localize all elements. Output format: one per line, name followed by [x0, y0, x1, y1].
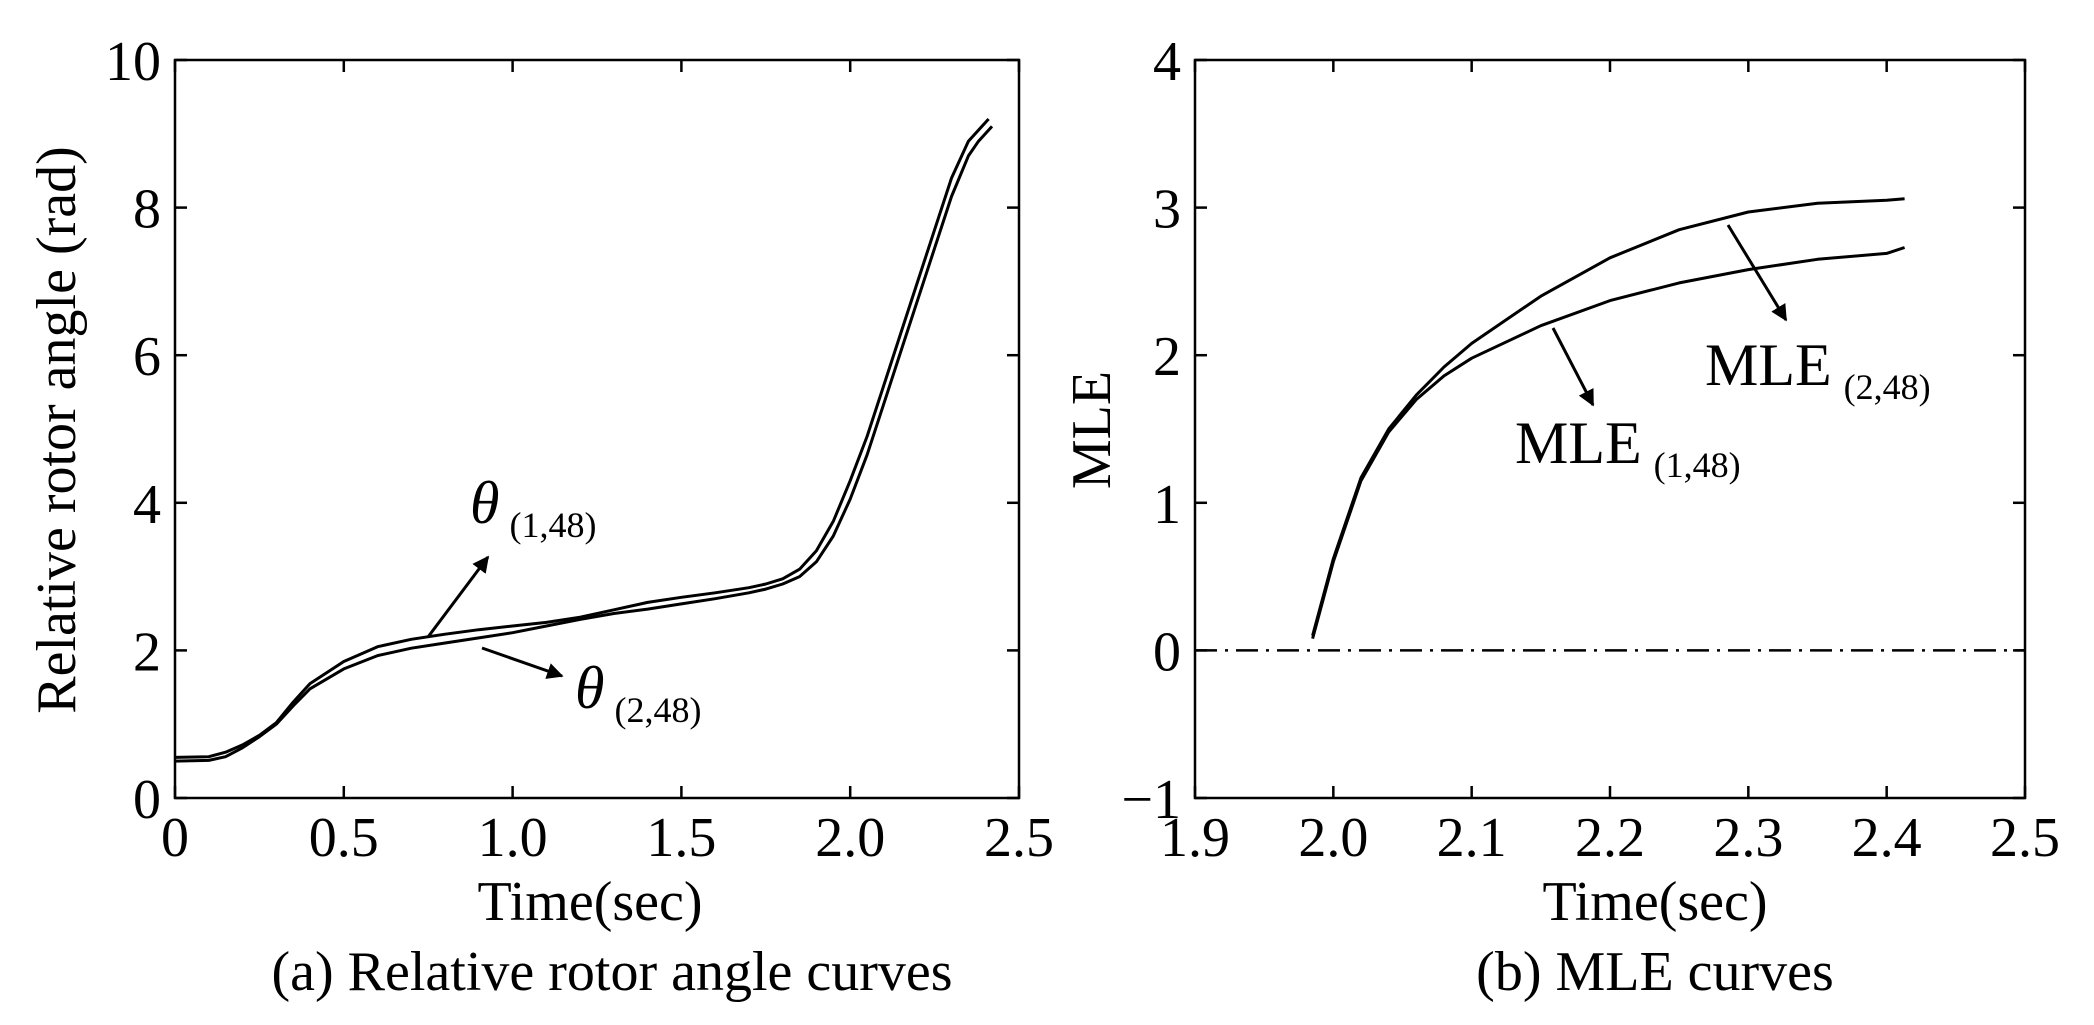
- theta-2-48-label: θ (2,48): [575, 655, 701, 730]
- x-tick-label: 2.0: [1298, 807, 1368, 869]
- x-tick-label: 2.1: [1437, 807, 1507, 869]
- y-tick-label: 6: [133, 326, 161, 388]
- series-line-2: [174, 125, 994, 763]
- mle-1-48-label: MLE (1,48): [1515, 410, 1741, 485]
- y-tick-label: 2: [1153, 326, 1181, 388]
- mle-1-48-arrow: [1551, 327, 1595, 407]
- theta-2-48-symbol: θ: [575, 655, 604, 721]
- panel-a-x-axis-label: Time(sec): [477, 871, 702, 933]
- series-line-2: [1311, 197, 1905, 636]
- x-tick-label: 1.0: [478, 807, 548, 869]
- y-tick-label: 0: [133, 769, 161, 831]
- panel-a-y-axis-label: Relative rotor angle (rad): [26, 146, 88, 714]
- panel-b-y-tick-labels: −1 0 1 2 3 4: [1121, 31, 1181, 831]
- y-tick-label: 1: [1153, 474, 1181, 536]
- panel-a-tick-marks: [173, 58, 1021, 800]
- x-tick-label: 0: [161, 807, 189, 869]
- y-tick-label: 2: [133, 621, 161, 683]
- x-tick-label: 2.5: [984, 807, 1054, 869]
- mle-1-48-symbol: MLE: [1515, 410, 1642, 476]
- x-tick-label: 2.3: [1713, 807, 1783, 869]
- panel-b-y-axis-label: MLE: [1061, 371, 1123, 489]
- theta-2-48-subscript: (2,48): [614, 690, 701, 730]
- x-tick-label: 2.5: [1990, 807, 2060, 869]
- y-tick-label: 3: [1153, 179, 1181, 241]
- panel-b-series: [1311, 197, 1906, 639]
- x-tick-label: 2.0: [815, 807, 885, 869]
- panel-a-plot-frame: [173, 58, 1021, 800]
- x-tick-label: 2.2: [1575, 807, 1645, 869]
- panel-a-series: [174, 117, 994, 763]
- mle-2-48-symbol: MLE: [1705, 332, 1832, 398]
- y-tick-label: −1: [1121, 769, 1181, 831]
- y-tick-label: 8: [133, 179, 161, 241]
- panel-a-x-tick-labels: 0 0.5 1.0 1.5 2.0 2.5: [161, 807, 1054, 869]
- panel-a-relative-rotor-angle: 0 0.5 1.0 1.5 2.0 2.5 0 2 4 6 8 10 Time(sec) Relat…: [26, 31, 1054, 1003]
- panel-a-caption: (a) Relative rotor angle curves: [271, 941, 952, 1003]
- x-tick-label: 0.5: [309, 807, 379, 869]
- x-tick-label: 1.5: [646, 807, 716, 869]
- panel-b-caption: (b) MLE curves: [1476, 941, 1834, 1003]
- panel-b-x-axis-label: Time(sec): [1542, 871, 1767, 933]
- panel-a-y-tick-labels: 0 2 4 6 8 10: [105, 31, 161, 831]
- mle-2-48-subscript: (2,48): [1844, 367, 1931, 407]
- theta-1-48-symbol: θ: [470, 470, 499, 536]
- theta-1-48-label: θ (1,48): [470, 470, 596, 545]
- mle-1-48-subscript: (1,48): [1654, 445, 1741, 485]
- series-line-1: [174, 117, 990, 759]
- theta-2-48-arrow: [481, 646, 564, 679]
- y-tick-label: 10: [105, 31, 161, 93]
- y-tick-label: 4: [133, 474, 161, 536]
- x-tick-label: 2.4: [1852, 807, 1922, 869]
- y-tick-label: 0: [1153, 621, 1181, 683]
- mle-2-48-arrow: [1726, 224, 1788, 322]
- mle-2-48-label: MLE (2,48): [1705, 332, 1931, 407]
- x-tick-label: 1.9: [1160, 807, 1230, 869]
- theta-1-48-subscript: (1,48): [509, 505, 596, 545]
- y-tick-label: 4: [1153, 31, 1181, 93]
- panel-b-x-tick-labels: 1.9 2.0 2.1 2.2 2.3 2.4 2.5: [1160, 807, 2060, 869]
- theta-1-48-arrow: [426, 555, 490, 638]
